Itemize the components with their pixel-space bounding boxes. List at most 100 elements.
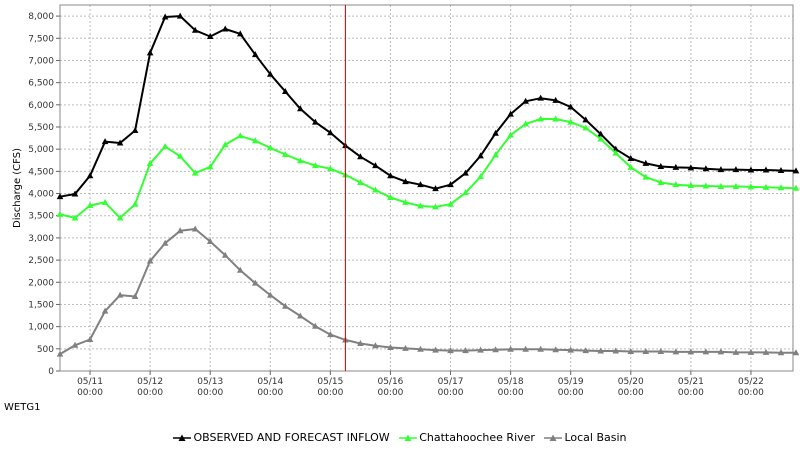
data-point-inflow <box>56 193 64 200</box>
data-point-local-basin <box>762 348 770 355</box>
data-point-chattahoochee <box>372 186 379 193</box>
data-point-chattahoochee <box>612 149 620 156</box>
data-point-chattahoochee <box>522 120 529 127</box>
data-point-local-basin <box>402 344 409 351</box>
data-point-inflow <box>297 105 304 112</box>
data-point-local-basin <box>297 312 304 319</box>
data-point-inflow <box>447 181 454 188</box>
data-point-local-basin <box>747 348 755 355</box>
data-point-inflow <box>687 164 695 171</box>
data-point-chattahoochee <box>417 202 424 209</box>
data-point-local-basin <box>612 347 620 354</box>
data-point-inflow <box>792 167 800 174</box>
data-point-local-basin <box>266 291 274 298</box>
series-layer <box>56 12 800 357</box>
data-point-local-basin <box>672 348 680 355</box>
y-axis: 0 500 1,000 1,500 2,000 2,500 3,000 3,500 4,000 4… <box>28 12 60 377</box>
data-point-chattahoochee <box>191 169 199 176</box>
data-point-inflow <box>747 166 755 173</box>
data-point-inflow <box>86 172 94 179</box>
y-tick-label: 1,500 <box>28 300 54 310</box>
data-point-inflow <box>582 116 590 123</box>
data-point-local-basin <box>642 347 650 354</box>
y-tick-label: 6,500 <box>28 79 54 89</box>
x-tick-label-date: 05/13 <box>197 377 223 387</box>
data-point-inflow <box>702 165 710 172</box>
data-point-inflow <box>282 88 289 95</box>
data-point-inflow <box>251 51 259 58</box>
data-point-local-basin <box>687 348 695 355</box>
data-point-chattahoochee <box>206 163 214 170</box>
data-point-inflow <box>717 166 725 173</box>
y-tick-label: 6,000 <box>28 101 54 111</box>
data-point-chattahoochee <box>161 143 169 150</box>
data-point-chattahoochee <box>702 182 710 189</box>
data-point-local-basin <box>537 345 544 352</box>
x-tick-label-time: 00:00 <box>257 388 283 398</box>
station-label: WETG1 <box>4 402 41 413</box>
data-point-chattahoochee <box>552 115 559 122</box>
x-tick-label-time: 00:00 <box>738 388 764 398</box>
data-point-chattahoochee <box>567 118 574 125</box>
data-point-inflow <box>131 127 139 134</box>
y-tick-label: 4,000 <box>28 190 54 200</box>
data-point-chattahoochee <box>642 173 650 180</box>
gridlines <box>60 5 793 372</box>
data-point-local-basin <box>56 350 64 357</box>
data-point-local-basin <box>522 345 529 352</box>
data-point-inflow <box>477 152 484 159</box>
data-point-local-basin <box>71 341 79 348</box>
data-point-inflow <box>762 166 770 173</box>
x-tick-label-date: 05/19 <box>558 377 584 387</box>
data-point-local-basin <box>131 292 139 299</box>
data-point-chattahoochee <box>282 151 289 158</box>
y-tick-label: 2,000 <box>28 278 54 288</box>
data-point-local-basin <box>357 339 364 346</box>
data-point-inflow <box>777 166 785 173</box>
data-point-chattahoochee <box>477 173 484 180</box>
data-point-local-basin <box>702 348 710 355</box>
data-point-local-basin <box>116 291 124 298</box>
x-tick-label-time: 00:00 <box>498 388 524 398</box>
x-tick-label-time: 00:00 <box>618 388 644 398</box>
data-point-chattahoochee <box>732 182 740 189</box>
y-tick-label: 0 <box>48 367 54 377</box>
series-line-inflow <box>59 15 797 198</box>
data-point-local-basin <box>732 348 740 355</box>
data-point-chattahoochee <box>507 131 514 138</box>
legend-label-chattahoochee: Chattahoochee River <box>419 431 535 444</box>
data-point-chattahoochee <box>687 182 695 189</box>
data-point-inflow <box>221 25 229 32</box>
data-point-inflow <box>327 129 334 136</box>
x-tick-label-time: 00:00 <box>197 388 223 398</box>
data-point-local-basin <box>206 237 214 244</box>
data-point-local-basin <box>582 347 590 354</box>
data-point-chattahoochee <box>402 198 409 205</box>
x-tick-label-date: 05/14 <box>257 377 283 387</box>
data-point-inflow <box>206 32 214 39</box>
x-tick-label-date: 05/18 <box>498 377 524 387</box>
y-tick-label: 7,500 <box>28 34 54 44</box>
data-point-chattahoochee <box>447 200 454 207</box>
x-tick-label-time: 00:00 <box>77 388 103 398</box>
legend-swatch-chattahoochee <box>399 434 418 441</box>
data-point-local-basin <box>627 347 635 354</box>
data-point-local-basin <box>777 349 785 356</box>
series-line-chattahoochee <box>59 118 797 219</box>
data-point-chattahoochee <box>327 165 334 172</box>
data-point-local-basin <box>86 336 94 343</box>
x-axis: 05/1100:0005/1200:0005/1300:0005/1400:00… <box>77 371 764 398</box>
data-point-chattahoochee <box>312 162 319 169</box>
data-point-local-basin <box>282 302 289 309</box>
data-point-local-basin <box>552 346 559 353</box>
data-point-local-basin <box>657 347 665 354</box>
data-point-inflow <box>462 169 469 176</box>
data-point-inflow <box>732 166 740 173</box>
data-point-chattahoochee <box>176 152 184 159</box>
data-point-local-basin <box>447 347 454 354</box>
data-point-inflow <box>402 178 409 185</box>
data-point-chattahoochee <box>236 132 244 139</box>
data-point-chattahoochee <box>116 214 124 221</box>
data-point-inflow <box>627 154 635 161</box>
x-tick-label-time: 00:00 <box>438 388 464 398</box>
